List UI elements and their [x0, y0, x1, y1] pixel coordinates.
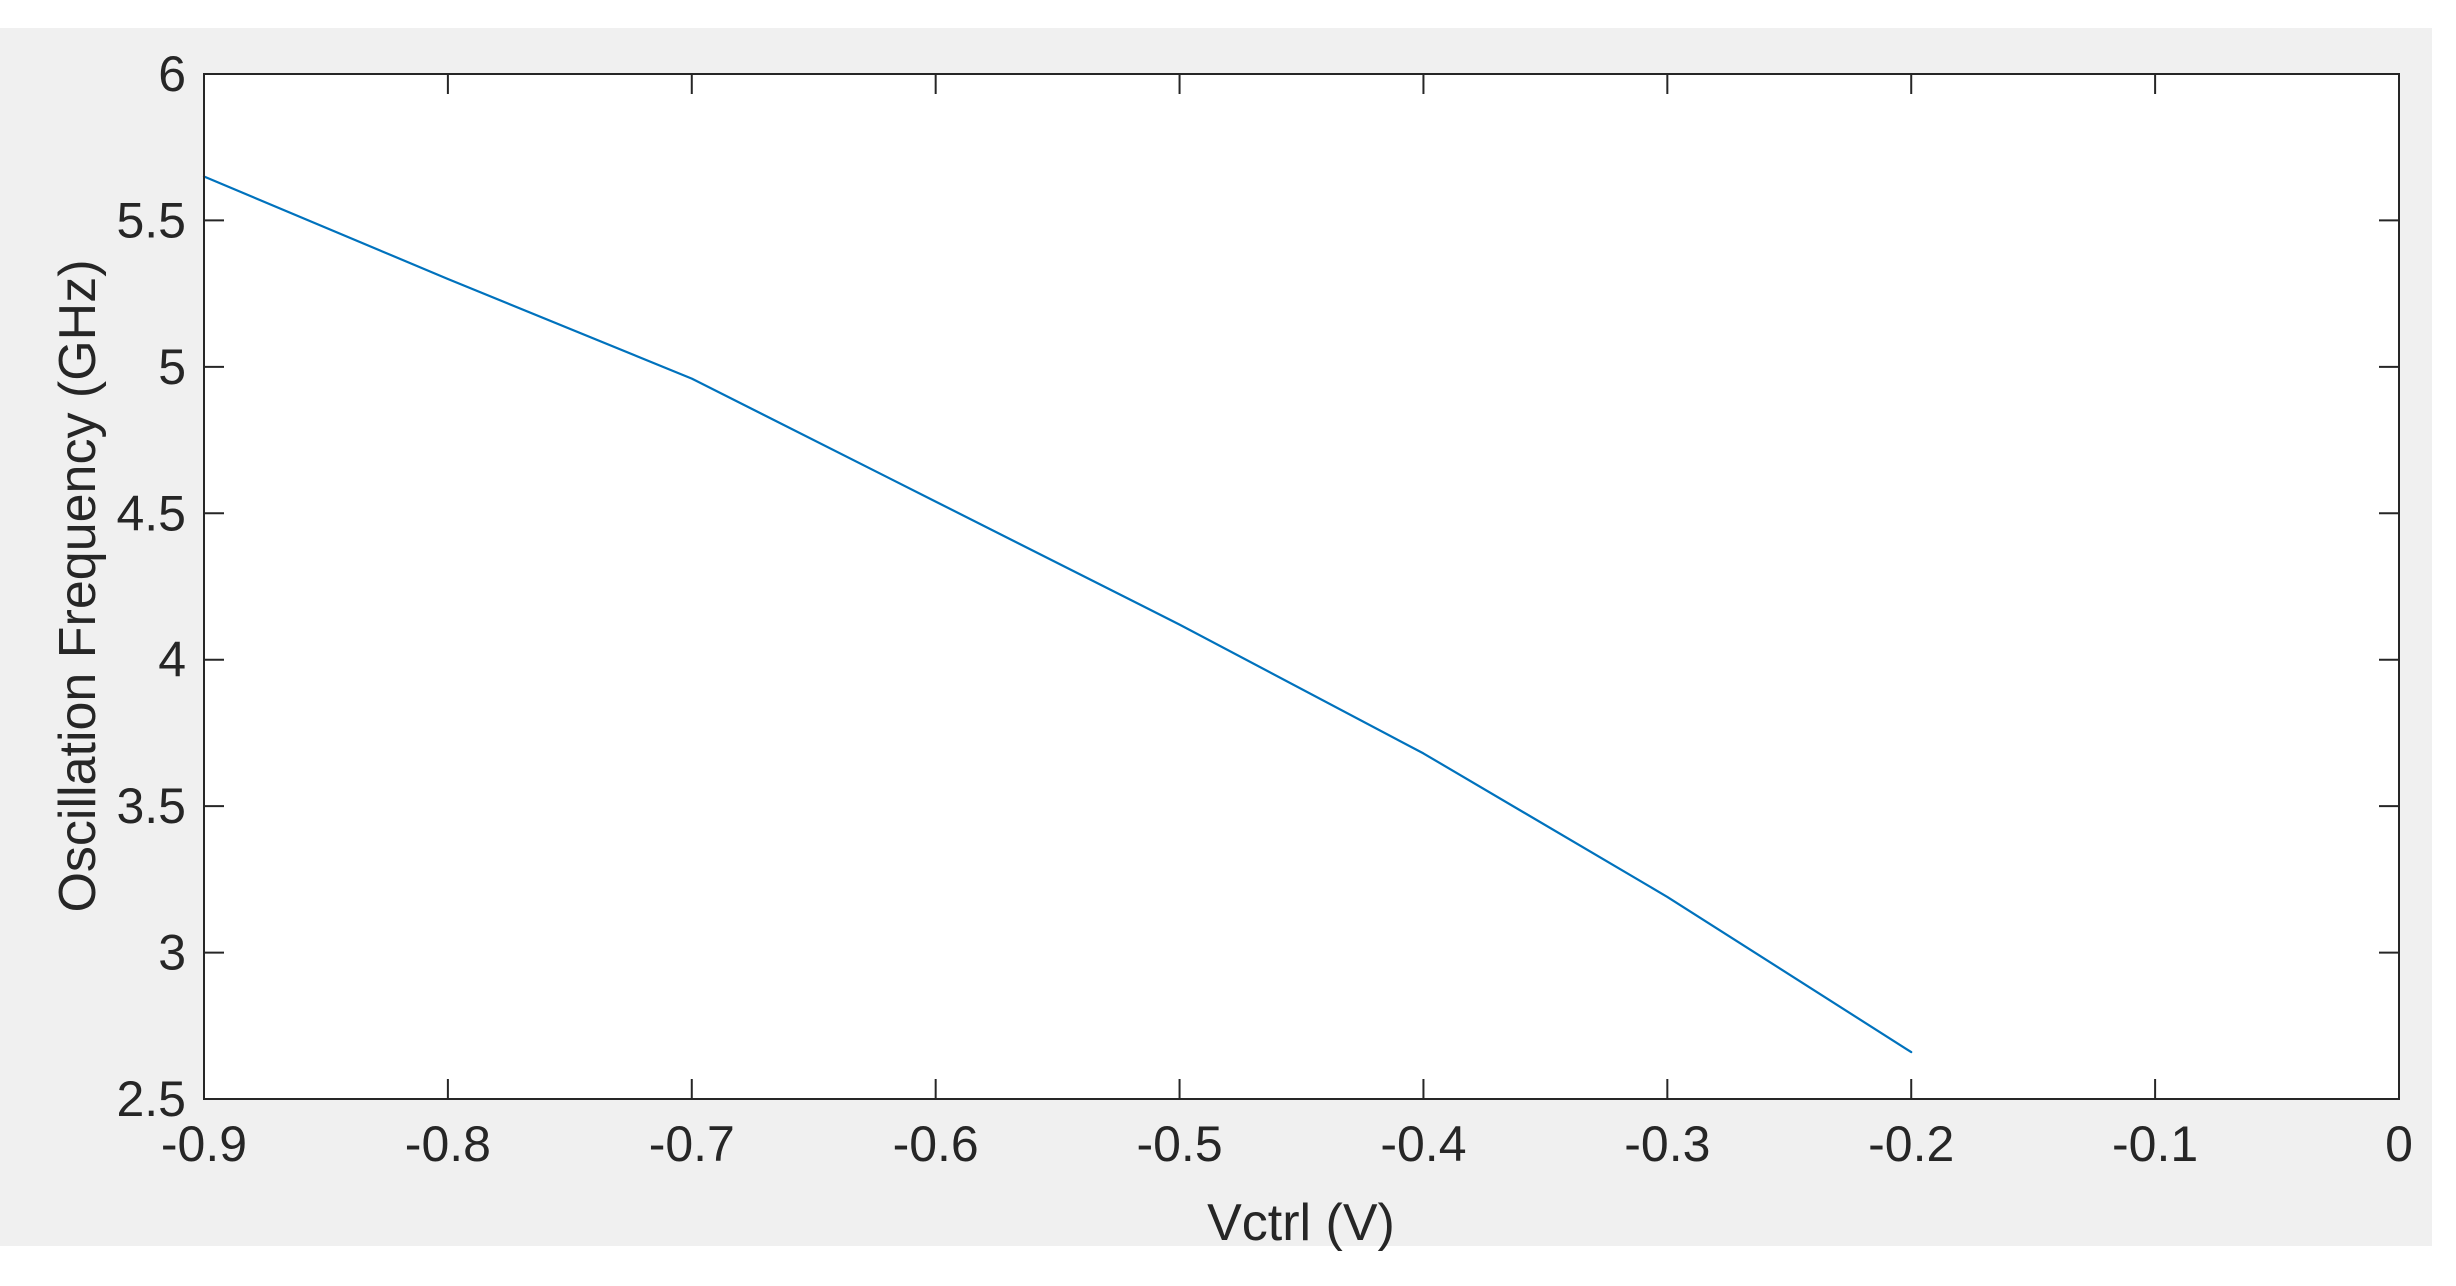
y-tick-label: 4.5 [116, 485, 186, 541]
x-tick-label: -0.5 [1136, 1116, 1222, 1172]
x-tick-label: -0.6 [893, 1116, 979, 1172]
x-tick-label: -0.3 [1624, 1116, 1710, 1172]
axes-box [203, 73, 2400, 1100]
tick-labels: -0.9 -0.8 -0.7 -0.6 -0.5 -0.4 -0.3 -0.2 -0.1 0 2.5… [116, 46, 2412, 1172]
y-tick-label: 4 [158, 632, 186, 688]
x-tick-label: -0.8 [405, 1116, 491, 1172]
y-tick-label: 3.5 [116, 778, 186, 834]
x-tick-label: -0.9 [161, 1116, 247, 1172]
x-axis-label: Vctrl (V) [1207, 1194, 1395, 1252]
axes-background [204, 74, 2399, 1099]
y-tick-label: 5 [158, 339, 186, 395]
y-tick-label: 6 [158, 46, 186, 102]
series-layer [202, 175, 1913, 1054]
x-tick-label: -0.7 [649, 1116, 735, 1172]
x-tick-label: -0.2 [1868, 1116, 1954, 1172]
y-tick-label: 5.5 [116, 192, 186, 248]
x-tick-label: 0 [2385, 1116, 2413, 1172]
x-tick-label: -0.4 [1380, 1116, 1466, 1172]
y-tick-label: 2.5 [116, 1071, 186, 1127]
y-axis-label: Oscillation Frequency (GHz) [49, 259, 107, 912]
series-line-0 [202, 175, 1913, 1054]
y-tick-label: 3 [158, 925, 186, 981]
x-tick-label: -0.1 [2112, 1116, 2198, 1172]
